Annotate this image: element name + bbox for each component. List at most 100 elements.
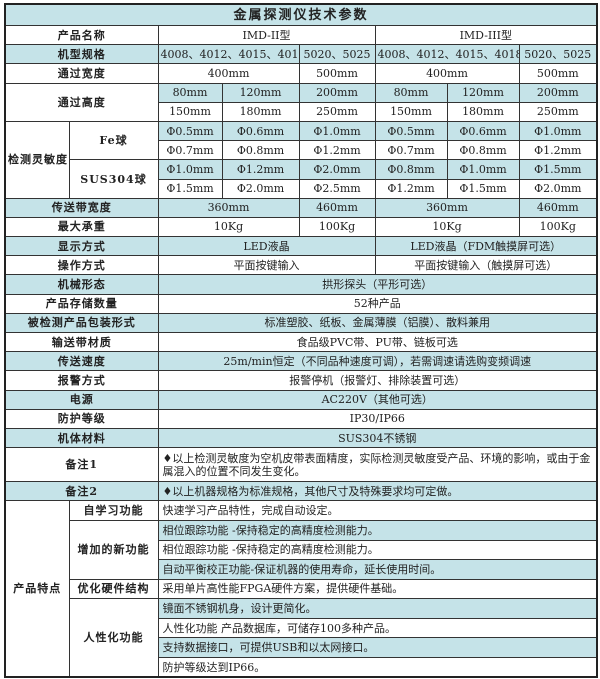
cell: 400mm bbox=[374, 63, 520, 84]
row-height-2: 150mm 180mm 250mm 150mm 180mm 250mm bbox=[5, 101, 598, 122]
cell: Φ1.2mm bbox=[221, 159, 300, 180]
cell: 平面按键输入（触摸屏可选） bbox=[374, 255, 598, 276]
features-label: 产品特点 bbox=[4, 500, 70, 678]
row-label: 产品存储数量 bbox=[4, 293, 159, 314]
cell: 360mm bbox=[157, 197, 300, 218]
cell: LED液晶（FDM触摸屏可选） bbox=[374, 236, 598, 257]
cell: Φ0.8mm bbox=[221, 140, 300, 161]
feature-label: 优化硬件结构 bbox=[68, 578, 159, 600]
row-fe-1: 检测灵敏度 Fe球 Φ0.5mm Φ0.6mm Φ1.0mm Φ0.5mm Φ0… bbox=[4, 120, 598, 199]
feature-item: 人性化功能 产品数据库，可储存100多种产品。 bbox=[157, 617, 598, 639]
cell: Φ1.0mm bbox=[157, 159, 223, 180]
cell: 平面按键输入 bbox=[157, 255, 376, 276]
row-label: 传送速度 bbox=[4, 351, 159, 372]
cell: 360mm bbox=[374, 197, 520, 218]
cell: Φ1.5mm bbox=[157, 178, 223, 199]
row-label: 操作方式 bbox=[4, 255, 159, 276]
feature-item: 自动平衡校正功能-保证机器的使用寿命，延长使用时间。 bbox=[157, 559, 598, 580]
cell: IP30/IP66 bbox=[157, 408, 598, 429]
cell: 200mm bbox=[298, 82, 376, 103]
feature-label: 增加的新功能 bbox=[68, 519, 159, 580]
row-label: 通过高度 bbox=[4, 82, 159, 122]
cell: 150mm bbox=[374, 101, 448, 122]
cell: Φ1.0mm bbox=[518, 120, 598, 142]
row-body-material: 机体材料 SUS304不锈钢 bbox=[4, 427, 598, 449]
cell: AC220V（其他可选） bbox=[157, 389, 598, 410]
row-note1: 备注1 ♦以上检测灵敏度为空机皮带表面精度，实际检测灵敏度受产品、环境的影响，或… bbox=[4, 447, 598, 483]
cell: Φ2.5mm bbox=[298, 178, 376, 199]
model-b: IMD-III型 bbox=[374, 24, 598, 46]
row-belt-material: 输送带材质 食品级PVC带、PU带、链板可选 bbox=[4, 331, 598, 353]
cell: 5020、5025 bbox=[518, 44, 598, 65]
cell: 标准塑胶、纸板、金属薄膜（铝膜）、散料兼用 bbox=[157, 312, 598, 334]
feature-row: 产品特点 自学习功能 快速学习产品特性，完成自动设定。 bbox=[4, 500, 598, 678]
row-label: 被检测产品包装形式 bbox=[4, 312, 159, 334]
row-label: 传送带宽度 bbox=[4, 197, 159, 218]
row-power: 电源 AC220V（其他可选） bbox=[4, 389, 598, 410]
cell: Φ1.5mm bbox=[518, 159, 598, 180]
cell: Φ0.8mm bbox=[374, 159, 448, 180]
feature-row: 自动平衡校正功能-保证机器的使用寿命，延长使用时间。 bbox=[5, 559, 598, 580]
cell: 150mm bbox=[157, 101, 223, 122]
cell: 180mm bbox=[446, 101, 520, 122]
row-storage: 产品存储数量 52种产品 bbox=[4, 293, 598, 314]
cell: Φ0.7mm bbox=[157, 140, 223, 161]
row-label: 报警方式 bbox=[4, 370, 159, 391]
row-note2: 备注2 ♦以上机器规格为标准规格，其他尺寸及特殊要求均可定做。 bbox=[4, 481, 598, 502]
cell: 5020、5025 bbox=[298, 44, 376, 65]
feature-item: 快速学习产品特性，完成自动设定。 bbox=[157, 500, 598, 521]
row-label: 通过宽度 bbox=[4, 63, 159, 84]
feature-item: 相位跟踪功能 -保持稳定的高精度检测能力。 bbox=[157, 519, 598, 541]
row-label: 备注2 bbox=[4, 481, 159, 502]
row-label: 机械形态 bbox=[4, 274, 159, 295]
cell: Φ2.0mm bbox=[518, 178, 598, 199]
cell: 120mm bbox=[221, 82, 300, 103]
cell: Φ0.8mm bbox=[446, 140, 520, 161]
cell: Φ0.7mm bbox=[374, 140, 448, 161]
row-label: 产品名称 bbox=[4, 24, 159, 46]
cell: 250mm bbox=[518, 101, 598, 122]
cell: Φ0.6mm bbox=[221, 120, 300, 142]
feature-item: 支持数据接口，可提供USB和以太网接口。 bbox=[157, 637, 598, 659]
row-label: 机体材料 bbox=[4, 427, 159, 449]
row-belt-width: 传送带宽度 360mm 460mm 360mm 460mm bbox=[4, 197, 598, 218]
feature-item: 采用单片高性能FPGA硬件方案，提供硬件基础。 bbox=[157, 578, 598, 600]
row-label: 备注1 bbox=[4, 447, 159, 483]
cell: 460mm bbox=[518, 197, 598, 218]
row-sus-1: SUS304球 Φ1.0mm Φ1.2mm Φ2.0mm Φ0.8mm Φ1.0… bbox=[5, 159, 598, 199]
cell: 400mm bbox=[157, 63, 300, 84]
sensitivity-label: 检测灵敏度 bbox=[4, 120, 70, 199]
cell: Φ1.0mm bbox=[298, 120, 376, 142]
cell: 食品级PVC带、PU带、链板可选 bbox=[157, 331, 598, 353]
table-title: 金属探测仪技术参数 bbox=[4, 3, 598, 26]
row-packaging: 被检测产品包装形式 标准塑胶、纸板、金属薄膜（铝膜）、散料兼用 bbox=[4, 312, 598, 334]
feature-row: 支持数据接口，可提供USB和以太网接口。 bbox=[5, 637, 598, 659]
cell: ♦以上机器规格为标准规格，其他尺寸及特殊要求均可定做。 bbox=[157, 481, 598, 502]
feature-row: 优化硬件结构 采用单片高性能FPGA硬件方案，提供硬件基础。 bbox=[5, 578, 598, 600]
model-a: IMD-II型 bbox=[157, 24, 376, 46]
row-label: 防护等级 bbox=[4, 408, 159, 429]
cell: 500mm bbox=[518, 63, 598, 84]
cell: 100Kg bbox=[298, 216, 376, 238]
cell: Φ2.0mm bbox=[298, 159, 376, 180]
row-label: 输送带材质 bbox=[4, 331, 159, 353]
feature-label: 自学习功能 bbox=[68, 500, 159, 521]
cell: 52种产品 bbox=[157, 293, 598, 314]
cell: 报警停机（报警灯、排除装置可选） bbox=[157, 370, 598, 391]
cell: 100Kg bbox=[518, 216, 598, 238]
feature-item: 相位跟踪功能 -保持稳定的高精度检测能力。 bbox=[157, 539, 598, 561]
cell: Φ0.5mm bbox=[374, 120, 448, 142]
row-label: 最大承重 bbox=[4, 216, 159, 238]
feature-row: 人性化功能 产品数据库，可储存100多种产品。 bbox=[5, 617, 598, 639]
row-protection: 防护等级 IP30/IP66 bbox=[4, 408, 598, 429]
cell: ♦以上检测灵敏度为空机皮带表面精度，实际检测灵敏度受产品、环境的影响，或由于金属… bbox=[157, 447, 598, 483]
row-speed: 传送速度 25m/min恒定（不同品种速度可调），若需调速请选购变频调速 bbox=[4, 351, 598, 372]
row-width: 通过宽度 400mm 500mm 400mm 500mm bbox=[4, 63, 598, 84]
cell: LED液晶 bbox=[157, 236, 376, 257]
feature-row: 增加的新功能 相位跟踪功能 -保持稳定的高精度检测能力。 bbox=[5, 519, 598, 580]
cell: Φ1.2mm bbox=[374, 178, 448, 199]
row-label: 电源 bbox=[4, 389, 159, 410]
row-label: 机型规格 bbox=[4, 44, 159, 65]
cell: Φ0.6mm bbox=[446, 120, 520, 142]
cell: SUS304不锈钢 bbox=[157, 427, 598, 449]
